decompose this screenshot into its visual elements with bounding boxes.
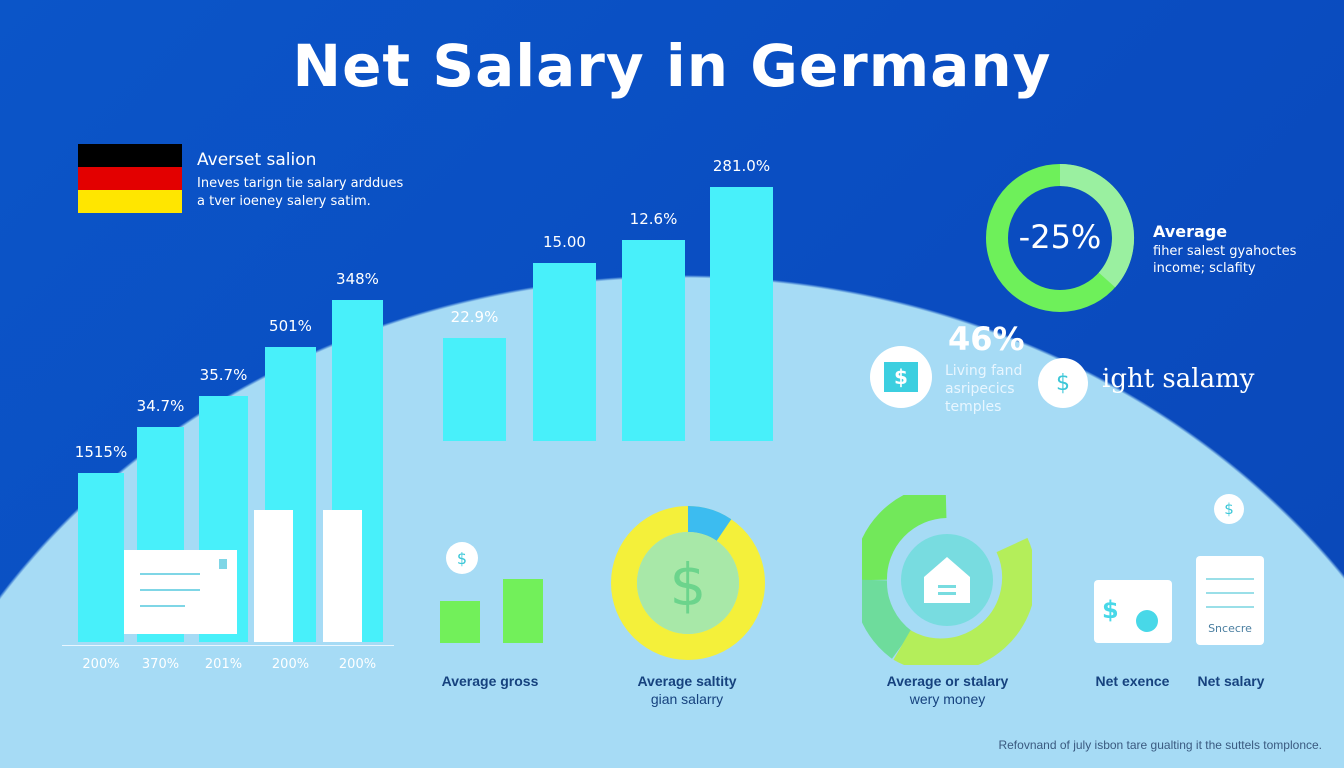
- bar: [622, 240, 685, 441]
- chart-baseline: [62, 645, 394, 646]
- receipt-icon: Sncecre: [1196, 556, 1264, 645]
- dollar-icon: $: [1038, 358, 1088, 408]
- bar-data-label: 35.7%: [199, 366, 248, 384]
- stat-line-2: asripecics: [945, 381, 1015, 397]
- donut-segment-light: [1059, 164, 1135, 288]
- receipt-label: Sncecre: [1208, 622, 1252, 635]
- x-tick-label: 200%: [82, 657, 120, 672]
- caption-stalary-2: wery money: [909, 691, 986, 707]
- x-tick-label: 370%: [141, 657, 180, 672]
- stat-value: 46%: [948, 320, 1025, 358]
- footer-note: Refovnand of july isbon tare gualting it…: [998, 738, 1322, 752]
- bar-data-label: 15.00: [543, 233, 586, 251]
- donut-heading: Average: [1153, 222, 1228, 241]
- dollar-icon: $: [446, 542, 478, 574]
- caption-stalary-1: Average or stalary: [886, 673, 1009, 689]
- bar-data-label: 1515%: [74, 443, 128, 461]
- white-bar: [323, 510, 362, 642]
- house-icon: [924, 557, 970, 603]
- caption-net-salary: Net salary: [1197, 673, 1265, 689]
- donut-value: -25%: [1018, 218, 1102, 256]
- stat-line-1: Living fand: [945, 363, 1023, 379]
- page-title: Net Salary in Germany: [292, 32, 1052, 100]
- document-icon: [124, 550, 237, 634]
- stat-line-3: temples: [945, 399, 1002, 415]
- intro-line-1: Ineves tarign tie salary arddues: [197, 176, 404, 191]
- caption-saltity-1: Average saltity: [637, 673, 737, 689]
- bar-data-label: 501%: [269, 317, 312, 335]
- green-bar: [440, 601, 480, 643]
- calendar-icon: $: [1094, 580, 1172, 643]
- bar-data-label: 34.7%: [136, 397, 185, 415]
- donut-segment-blue: [687, 505, 732, 542]
- bar-data-label: 22.9%: [450, 308, 499, 326]
- x-tick-label: 201%: [204, 657, 243, 672]
- bar: [533, 263, 596, 441]
- x-tick-label: 200%: [271, 657, 310, 672]
- intro-heading: Averset salion: [197, 150, 317, 170]
- bar-data-label: 12.6%: [629, 210, 678, 228]
- bar: [78, 473, 124, 642]
- intro-line-2: a tver ioeney salery satim.: [197, 194, 371, 209]
- bar-data-label: 281.0%: [712, 157, 771, 175]
- stat-side-text: ight salamy: [1102, 364, 1255, 394]
- green-bar: [503, 579, 543, 643]
- bar: [710, 187, 773, 441]
- caption-net-exence: Net exence: [1095, 673, 1170, 689]
- bar-data-label: 348%: [336, 270, 379, 288]
- donut-line-1: fiher salest gyahoctes: [1153, 244, 1297, 259]
- bar: [443, 338, 506, 441]
- house-dollar-icon: $: [870, 346, 932, 408]
- dollar-icon: $: [1214, 494, 1244, 524]
- x-tick-label: 200%: [338, 657, 377, 672]
- caption-saltity-2: gian salarry: [650, 691, 724, 707]
- donut-yellow: $: [611, 505, 765, 660]
- dollar-icon: $: [670, 551, 707, 619]
- donut-green: [862, 495, 1032, 665]
- stat-text: Living fand asripecics temples: [945, 362, 1022, 416]
- donut-top: [986, 164, 1135, 312]
- german-flag-icon: [78, 144, 182, 213]
- caption-average-gross: Average gross: [441, 673, 539, 689]
- donut-line-2: income; sclafity: [1153, 261, 1256, 276]
- white-bar: [254, 510, 293, 642]
